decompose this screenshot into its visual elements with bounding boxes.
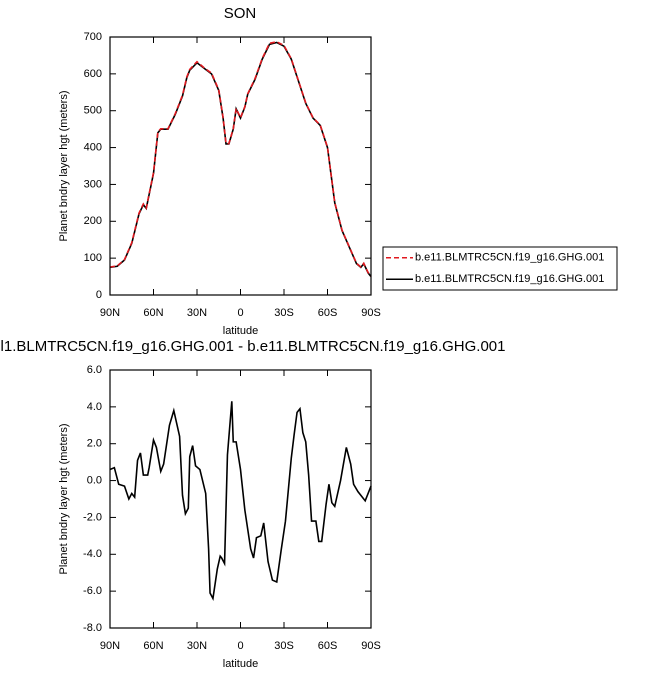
y-tick-label: 300 bbox=[84, 178, 102, 190]
y-tick-label: -6.0 bbox=[83, 585, 102, 597]
plot-frame bbox=[109, 36, 372, 296]
x-tick-label: 60N bbox=[143, 307, 163, 319]
x-axis-label: latitude bbox=[223, 658, 258, 670]
plot-frame bbox=[109, 369, 372, 629]
x-tick-label: 0 bbox=[237, 640, 243, 652]
y-tick-label: -2.0 bbox=[83, 511, 102, 523]
x-tick-label: 30S bbox=[274, 307, 294, 319]
y-tick-label: -8.0 bbox=[83, 622, 102, 634]
x-tick-label: 60S bbox=[318, 640, 338, 652]
y-tick-label: 0.0 bbox=[87, 474, 102, 486]
x-tick-label: 30N bbox=[187, 307, 207, 319]
legend-label: b.e11.BLMTRC5CN.f19_g16.GHG.001 bbox=[415, 252, 604, 264]
x-tick-label: 60N bbox=[143, 640, 163, 652]
x-tick-label: 90S bbox=[361, 307, 381, 319]
y-axis-label: Planet bndry layer hgt (meters) bbox=[58, 423, 70, 574]
data-line bbox=[109, 40, 372, 277]
x-tick-label: 0 bbox=[237, 307, 243, 319]
y-tick-label: 6.0 bbox=[87, 364, 102, 376]
x-tick-label: 90N bbox=[100, 640, 120, 652]
x-tick-label: 60S bbox=[318, 307, 338, 319]
y-tick-label: 100 bbox=[84, 252, 102, 264]
data-line bbox=[109, 41, 372, 278]
y-tick-label: 700 bbox=[84, 31, 102, 43]
y-axis-label: Planet bndry layer hgt (meters) bbox=[58, 90, 70, 241]
x-tick-label: 30S bbox=[274, 640, 294, 652]
x-tick-label: 90S bbox=[361, 640, 381, 652]
x-tick-label: 90N bbox=[100, 307, 120, 319]
x-axis-label: latitude bbox=[223, 325, 258, 337]
data-line bbox=[109, 401, 372, 602]
chart-title: l1.BLMTRC5CN.f19_g16.GHG.001 - b.e11.BLM… bbox=[1, 338, 506, 355]
legend-box bbox=[382, 246, 618, 291]
y-tick-label: 400 bbox=[84, 141, 102, 153]
y-tick-label: 200 bbox=[84, 215, 102, 227]
y-tick-label: 500 bbox=[84, 105, 102, 117]
y-tick-label: 0 bbox=[96, 289, 102, 301]
y-tick-label: 600 bbox=[84, 68, 102, 80]
chart-title: SON bbox=[224, 5, 257, 22]
y-tick-label: -4.0 bbox=[83, 548, 102, 560]
y-tick-label: 2.0 bbox=[87, 438, 102, 450]
y-tick-label: 4.0 bbox=[87, 401, 102, 413]
legend-label: b.e11.BLMTRC5CN.f19_g16.GHG.001 bbox=[415, 273, 604, 285]
x-tick-label: 30N bbox=[187, 640, 207, 652]
